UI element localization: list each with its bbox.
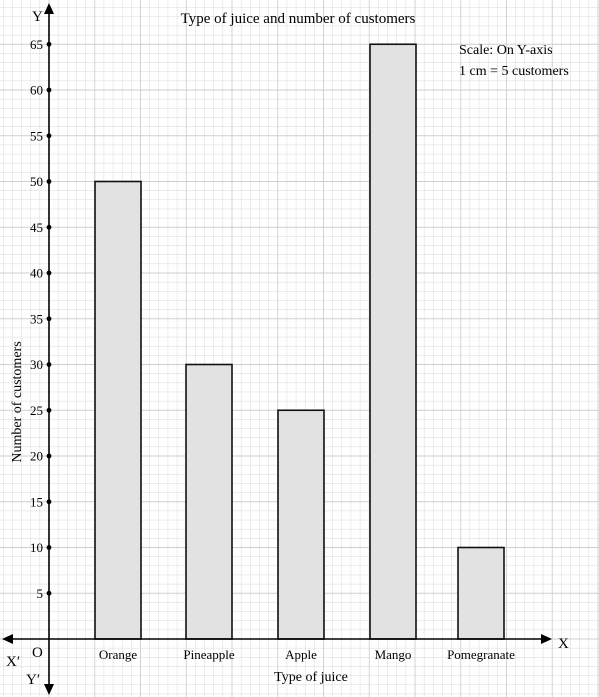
y-tick-label: 10 [30,540,43,555]
y-tick-label: 55 [30,128,43,143]
bar-apple [277,409,325,640]
bar-pineapple [185,363,233,640]
y-axis-label: Number of customers [10,341,25,462]
y-axis-letter: Y [32,9,43,25]
y-tick-dot [46,87,52,93]
y-tick-label: 60 [30,83,43,98]
y-tick-label: 50 [30,174,43,189]
x-category-label: Orange [99,647,137,662]
y-tick-label: 65 [30,37,43,52]
y-ticks: 5 10 15 20 25 30 35 40 45 50 55 60 65 [30,37,52,601]
chart-title: Type of juice and number of customers [181,11,416,27]
x-category-label: Pomegranate [447,647,515,662]
x-negative-arrow [2,634,13,644]
y-tick-label: 25 [30,403,43,418]
x-categories: Orange Pineapple Apple Mango Pomegranate [99,647,515,662]
y-tick-dot [46,316,52,322]
y-tick-label: 30 [30,357,43,372]
y-tick-label: 45 [30,220,43,235]
y-negative-letter: Y′ [26,672,40,688]
x-category-label: Mango [375,647,412,662]
y-tick-label: 40 [30,266,43,281]
y-tick-dot [46,453,52,459]
origin-letter: O [32,645,43,661]
y-tick-dot [46,407,52,413]
y-tick-dot [46,224,52,230]
axes [2,3,552,695]
bar-orange [94,180,142,640]
y-axis-arrow [44,3,54,14]
x-axis-label: Type of juice [274,670,348,685]
scale-note-line-1: Scale: On Y-axis [459,43,553,58]
y-tick-label: 5 [37,586,44,601]
y-tick-dot [46,590,52,596]
y-tick-label: 35 [30,311,43,326]
y-tick-dot [46,133,52,139]
y-tick-label: 20 [30,449,43,464]
x-category-label: Apple [285,647,317,662]
y-tick-dot [46,179,52,184]
y-tick-dot [46,499,52,505]
x-axis-letter: X [558,636,569,652]
y-tick-dot [46,270,52,276]
y-tick-dot [46,545,52,550]
y-tick-label: 15 [30,494,43,509]
scale-note-line-2: 1 cm = 5 customers [459,64,569,79]
bars [94,43,505,640]
y-tick-dot [46,362,52,367]
x-negative-letter: X′ [6,654,20,670]
x-category-label: Pineapple [183,647,234,662]
bar-mango [369,43,417,640]
y-tick-dot [46,41,52,47]
x-axis-arrow [541,634,552,644]
bar-pomegranate [457,546,505,640]
y-negative-arrow [44,684,54,695]
